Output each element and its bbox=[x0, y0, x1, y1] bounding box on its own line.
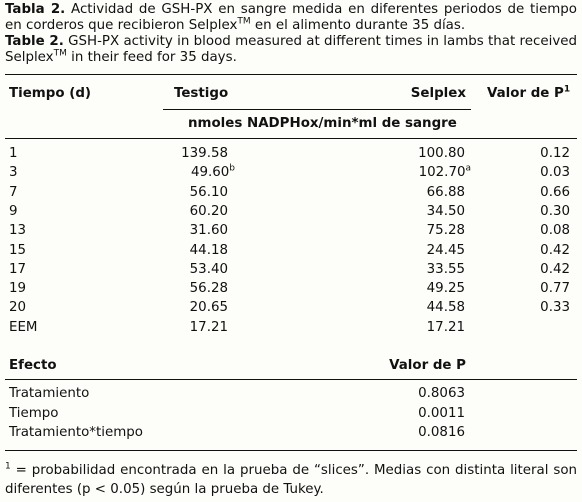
effect-name: Tiempo bbox=[9, 406, 59, 421]
row-selplex: 66.88 bbox=[427, 185, 465, 201]
row-p-value: 0.12 bbox=[540, 146, 570, 161]
row-testigo: 56.28 bbox=[190, 281, 228, 297]
caption-spanish: Tabla 2. Actividad de GSH-PX en sangre m… bbox=[5, 2, 577, 34]
effects-header-efecto: Efecto bbox=[9, 358, 57, 373]
row-selplex-value: 100.80 bbox=[418, 146, 465, 161]
row-testigo: 17.21 bbox=[190, 320, 228, 336]
row-testigo-value: 49.60 bbox=[190, 165, 230, 180]
row-tiempo: 3 bbox=[9, 165, 18, 180]
effect-p-value: 0.0011 bbox=[418, 406, 465, 421]
row-testigo-value: 17.21 bbox=[189, 320, 228, 335]
row-p-value: 0.66 bbox=[540, 185, 570, 200]
effects-header-valor-p: Valor de P bbox=[389, 358, 466, 373]
footnote-ref: 1 bbox=[563, 84, 571, 95]
footnote-mark: 1 bbox=[5, 461, 11, 472]
effect-p-value: 0.8063 bbox=[418, 386, 465, 401]
row-testigo-value: 20.65 bbox=[189, 300, 228, 315]
table-top-rule bbox=[5, 74, 577, 75]
row-selplex: 44.58 bbox=[427, 300, 465, 316]
row-p-value: 0.03 bbox=[540, 165, 570, 180]
caption-english: Table 2. GSH-PX activity in blood measur… bbox=[5, 34, 577, 66]
header-tiempo: Tiempo (d) bbox=[9, 86, 92, 101]
row-p-value: 0.42 bbox=[540, 243, 570, 258]
row-p-value: 0.42 bbox=[540, 262, 570, 277]
row-testigo-value: 139.58 bbox=[181, 146, 228, 161]
footnote: 1 = probabilidad encontrada en la prueba… bbox=[5, 461, 577, 499]
effect-name: Tratamiento*tiempo bbox=[9, 425, 143, 440]
row-selplex: 24.45 bbox=[427, 243, 465, 259]
row-selplex: 34.50 bbox=[427, 204, 465, 220]
caption-spanish-text-end: en el alimento durante 35 días. bbox=[250, 18, 466, 33]
header-testigo: Testigo bbox=[174, 86, 229, 101]
effect-p-value: 0.0816 bbox=[418, 425, 465, 440]
caption-english-text: GSH-PX activity in blood measured at dif… bbox=[5, 34, 577, 65]
caption-english-text-end: in their feed for 35 days. bbox=[66, 50, 237, 65]
row-testigo-letter: b bbox=[229, 163, 235, 174]
row-testigo: 31.60 bbox=[190, 223, 228, 239]
effect-name: Tratamiento bbox=[9, 386, 90, 401]
row-tiempo: 13 bbox=[9, 223, 27, 238]
row-p-value: 0.33 bbox=[540, 300, 570, 315]
row-tiempo: 1 bbox=[9, 146, 18, 161]
row-tiempo: 19 bbox=[9, 281, 27, 296]
header-sub-rule bbox=[163, 109, 471, 110]
caption-english-label: Table 2. bbox=[5, 34, 64, 49]
row-selplex: 33.55 bbox=[427, 262, 465, 278]
trademark-mark: TM bbox=[237, 16, 251, 27]
row-testigo-value: 44.18 bbox=[189, 243, 228, 258]
row-selplex-value: 17.21 bbox=[426, 320, 465, 335]
header-valor-p: Valor de P1 bbox=[487, 84, 571, 102]
row-testigo-value: 53.40 bbox=[189, 262, 228, 277]
row-testigo: 44.18 bbox=[190, 243, 228, 259]
row-tiempo: 15 bbox=[9, 243, 27, 258]
header-selplex: Selplex bbox=[410, 86, 466, 101]
row-testigo-value: 56.10 bbox=[189, 185, 228, 200]
row-testigo: 60.20 bbox=[190, 204, 228, 220]
footnote-text: = probabilidad encontrada en la prueba d… bbox=[5, 463, 577, 497]
row-selplex: 100.80 bbox=[418, 146, 465, 162]
row-testigo: 53.40 bbox=[190, 262, 228, 278]
row-selplex: 49.25 bbox=[427, 281, 465, 297]
row-tiempo: EEM bbox=[9, 320, 38, 335]
row-selplex: 75.28 bbox=[427, 223, 465, 239]
row-selplex-value: 44.58 bbox=[426, 300, 465, 315]
header-units: nmoles NADPHox/min*ml de sangre bbox=[188, 116, 457, 131]
row-p-value: 0.30 bbox=[540, 204, 570, 219]
row-testigo-value: 31.60 bbox=[189, 223, 228, 238]
row-selplex-value: 34.50 bbox=[426, 204, 465, 219]
row-selplex-value: 66.88 bbox=[426, 185, 465, 200]
row-testigo-value: 60.20 bbox=[189, 204, 228, 219]
row-testigo-value: 56.28 bbox=[189, 281, 228, 296]
row-testigo: 56.10 bbox=[190, 185, 228, 201]
caption-spanish-label: Tabla 2. bbox=[5, 2, 66, 17]
row-p-value: 0.77 bbox=[540, 281, 570, 296]
row-selplex-letter: a bbox=[465, 163, 471, 174]
row-testigo: 139.58 bbox=[181, 146, 228, 162]
row-selplex: 17.21 bbox=[427, 320, 465, 336]
effects-rule bbox=[5, 379, 577, 380]
row-selplex: 102.70a bbox=[418, 163, 471, 181]
row-testigo: 49.60b bbox=[190, 163, 235, 181]
row-tiempo: 20 bbox=[9, 300, 27, 315]
row-p-value: 0.08 bbox=[540, 223, 570, 238]
row-testigo: 20.65 bbox=[190, 300, 228, 316]
row-selplex-value: 49.25 bbox=[426, 281, 465, 296]
header-valor-p-label: Valor de P bbox=[487, 86, 564, 101]
row-selplex-value: 102.70 bbox=[418, 165, 466, 180]
row-selplex-value: 75.28 bbox=[426, 223, 465, 238]
row-tiempo: 17 bbox=[9, 262, 27, 277]
header-bottom-rule bbox=[5, 138, 577, 139]
row-tiempo: 7 bbox=[9, 185, 18, 200]
caption-spanish-text: Actividad de GSH-PX en sangre medida en … bbox=[5, 2, 577, 33]
row-tiempo: 9 bbox=[9, 204, 18, 219]
row-selplex-value: 24.45 bbox=[426, 243, 465, 258]
table-bottom-rule bbox=[5, 450, 577, 451]
trademark-mark: TM bbox=[53, 48, 67, 59]
row-selplex-value: 33.55 bbox=[426, 262, 465, 277]
